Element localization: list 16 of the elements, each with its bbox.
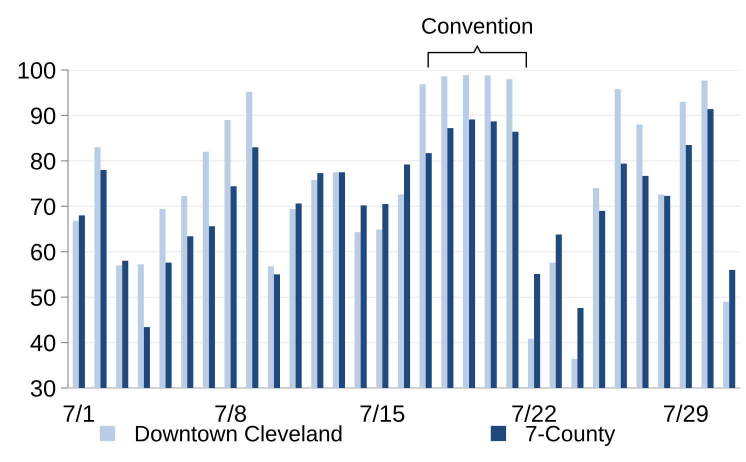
x-tick-label: 7/29 (664, 404, 708, 422)
y-tick-label: 30 (30, 380, 56, 397)
y-tick-label: 60 (31, 244, 56, 260)
text: Convention (422, 17, 532, 34)
legend-label: Downtown Cleveland (136, 425, 342, 442)
y-tick-label: 100 (18, 62, 56, 79)
x-tick-label: 7/1 (64, 404, 94, 422)
y-tick-label: 80 (30, 152, 56, 170)
x-tick-label: 7/15 (360, 404, 404, 422)
x-tick-label: 7/8 (215, 404, 246, 422)
y-tick-label: 70 (31, 198, 56, 216)
y-tick-label: 90 (31, 107, 56, 124)
x-tick-label: 7/22 (512, 404, 556, 422)
y-tick-label: 50 (30, 289, 56, 306)
y-tick-label: 40 (30, 334, 56, 352)
legend-label: 7-County (526, 426, 616, 446)
